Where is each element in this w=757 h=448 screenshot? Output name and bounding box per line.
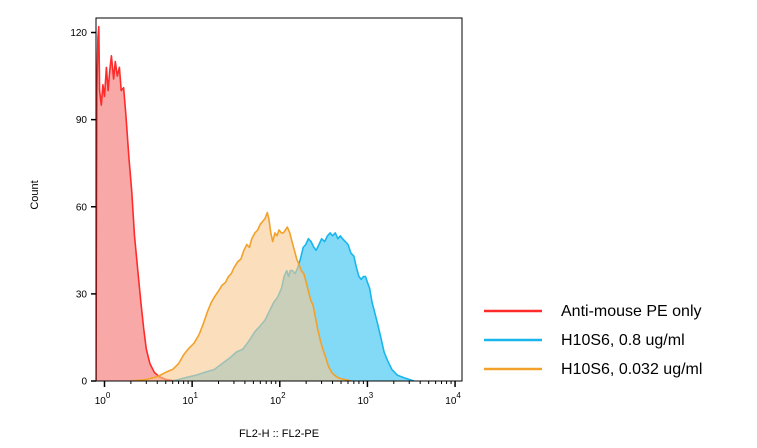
plot-frame: [95, 17, 463, 382]
x-tick-label: 103: [358, 391, 374, 407]
legend: Anti-mouse PE only H10S6, 0.8 ug/ml H10S6,…: [484, 303, 702, 378]
y-tick-label: 0: [81, 377, 87, 388]
legend-label-0: Anti-mouse PE only: [561, 303, 702, 320]
x-tick-label: 101: [182, 391, 198, 407]
y-tick-label: 60: [76, 202, 88, 213]
y-tick-label: 120: [70, 28, 87, 39]
x-tick-label: 104: [445, 391, 461, 407]
legend-label-2: H10S6, 0.032 ug/ml: [561, 361, 702, 378]
y-tick-label: 90: [76, 115, 88, 126]
x-axis-title: FL2-H :: FL2-PE: [239, 428, 319, 440]
x-tick-label: 100: [95, 391, 111, 407]
y-tick-label: 30: [76, 289, 88, 300]
series-line-0: [96, 25, 176, 381]
legend-label-1: H10S6, 0.8 ug/ml: [561, 332, 685, 349]
series-layer: [96, 25, 415, 381]
series-area-2: [130, 212, 351, 381]
series-area-0: [96, 26, 176, 381]
series-line-2: [130, 211, 352, 381]
x-tick-label: 102: [270, 391, 286, 407]
y-axis-title: Count: [29, 180, 41, 209]
